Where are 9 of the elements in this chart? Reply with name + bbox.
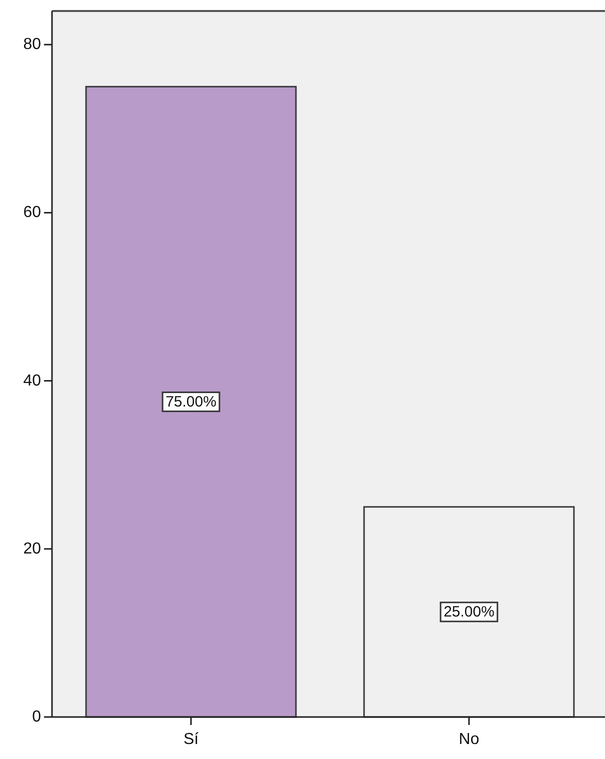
- x-tick-label: Sí: [183, 731, 200, 748]
- y-tick-label: 0: [32, 708, 42, 726]
- y-tick-label: 40: [23, 372, 42, 390]
- data-label: 75.00%: [166, 393, 216, 410]
- x-tick-label: No: [458, 731, 480, 748]
- y-tick-label: 60: [23, 204, 42, 222]
- y-tick-label: 80: [23, 36, 42, 54]
- y-tick-label: 20: [23, 540, 42, 558]
- data-label: 25.00%: [444, 603, 494, 620]
